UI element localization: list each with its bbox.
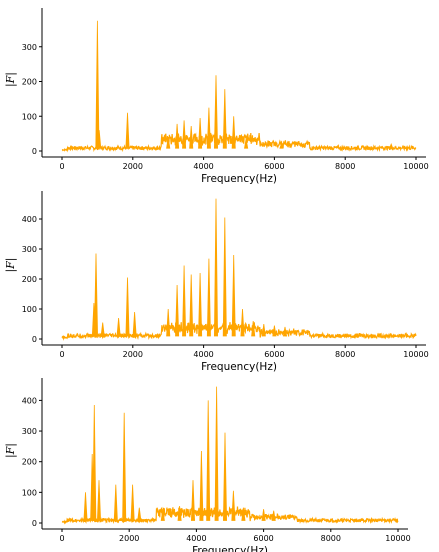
x-tick-label: 0 (59, 162, 64, 171)
spectrum-peak (83, 492, 88, 521)
x-tick-label: 0 (59, 534, 64, 543)
spectrum-peak (206, 400, 211, 521)
x-tick-label: 10000 (403, 162, 428, 171)
y-tick-label: 0 (32, 147, 37, 156)
spectrum-peak (166, 308, 171, 337)
spectrum-peak (189, 274, 194, 337)
y-tick-label: 400 (22, 396, 37, 405)
spectrum-peak (97, 130, 102, 149)
spectrum-peak (214, 386, 219, 521)
spectrum-peak (213, 198, 219, 337)
spectrum-noise-floor (61, 132, 417, 153)
x-tick-label: 2000 (123, 162, 143, 171)
spectrum-peak (175, 123, 180, 149)
y-tick-label: 300 (22, 427, 37, 436)
spectrum-peak (244, 138, 249, 149)
x-axis-label: Frequency(Hz) (201, 173, 277, 185)
spectrum-peak (198, 117, 203, 149)
x-tick-label: 8000 (335, 350, 355, 359)
x-tick-label: 8000 (335, 162, 355, 171)
spectrum-peak (177, 506, 182, 521)
y-tick-label: 400 (22, 215, 37, 224)
spectrum-peak (231, 254, 236, 337)
spectrum-peak (116, 317, 121, 337)
spectrum-peak (389, 142, 394, 149)
spectrum-peak (182, 120, 187, 149)
spectrum-peak (189, 125, 194, 149)
spectrum-peak (240, 308, 245, 337)
spectrum-peak (206, 107, 211, 149)
spectrum-chart-1: 0 100 200 300 0 2000 4000 6000 8000 10000 Frequenc… (4, 8, 429, 185)
x-axis-label: Frequency(Hz) (201, 361, 277, 373)
spectrum-peak (251, 320, 256, 337)
y-axis-label: |F| (4, 443, 18, 458)
x-tick-label: 2000 (123, 350, 143, 359)
y-tick-label: 200 (22, 78, 37, 87)
spectrum-peak (130, 484, 135, 521)
y-tick-label: 0 (32, 519, 37, 528)
spectrum-peak (271, 510, 276, 521)
spectrum-peak (261, 509, 266, 521)
y-tick-label: 200 (22, 458, 37, 467)
spectrum-peak (231, 490, 236, 521)
spectrum-peak (231, 116, 236, 149)
spectrum-peak (272, 325, 277, 337)
spectrum-peak (190, 480, 196, 521)
spectrum-peak (122, 412, 127, 521)
x-tick-label: 10000 (403, 350, 428, 359)
spectrum-peak (160, 509, 165, 521)
y-axis-label: |F| (4, 72, 18, 87)
y-tick-label: 200 (22, 275, 37, 284)
spectrum-peak (175, 284, 180, 337)
spectrum-peak (213, 75, 219, 149)
x-tick-label: 4000 (193, 350, 213, 359)
x-axis-label: Frequency(Hz) (192, 545, 268, 552)
x-tick-label: 6000 (253, 534, 273, 543)
spectrum-peak (222, 217, 227, 337)
spectrum-peak (206, 258, 211, 337)
x-tick-label: 6000 (264, 162, 284, 171)
spectrum-peak (199, 450, 204, 521)
y-tick-label: 100 (22, 112, 37, 121)
spectrum-peak (261, 323, 266, 337)
spectrum-peak (137, 507, 142, 521)
y-tick-label: 100 (22, 305, 37, 314)
y-axis-label: |F| (4, 257, 18, 272)
spectrum-peak (166, 137, 171, 149)
spectrum-peak (93, 253, 99, 337)
x-tick-label: 8000 (321, 534, 341, 543)
spectrum-peak (279, 142, 284, 149)
y-tick-label: 100 (22, 488, 37, 497)
spectrum-peak (100, 322, 105, 337)
spectrum-noise-floor (61, 321, 417, 341)
x-tick-label: 10000 (385, 534, 410, 543)
spectrum-peak (241, 507, 246, 521)
spectrum-peak (125, 112, 130, 149)
spectrum-peak (125, 277, 130, 337)
spectrum-peak (92, 404, 97, 521)
spectrum-peak (222, 89, 227, 149)
y-tick-label: 0 (32, 335, 37, 344)
spectrum-peak (132, 311, 137, 337)
spectrum-peak (198, 272, 203, 337)
x-tick-label: 4000 (186, 534, 206, 543)
spectrum-peak (282, 326, 288, 337)
x-tick-label: 0 (59, 350, 64, 359)
spectrum-peak (113, 484, 118, 521)
spectrum-noise-floor (61, 506, 399, 525)
y-tick-label: 300 (22, 245, 37, 254)
x-tick-label: 2000 (119, 534, 139, 543)
y-tick-label: 300 (22, 43, 37, 52)
x-tick-label: 4000 (193, 162, 213, 171)
spectrum-peak (222, 432, 228, 521)
spectrum-peak (96, 480, 102, 521)
x-tick-label: 6000 (264, 350, 284, 359)
spectrum-peak (95, 20, 100, 149)
spectrum-peak (182, 265, 187, 337)
